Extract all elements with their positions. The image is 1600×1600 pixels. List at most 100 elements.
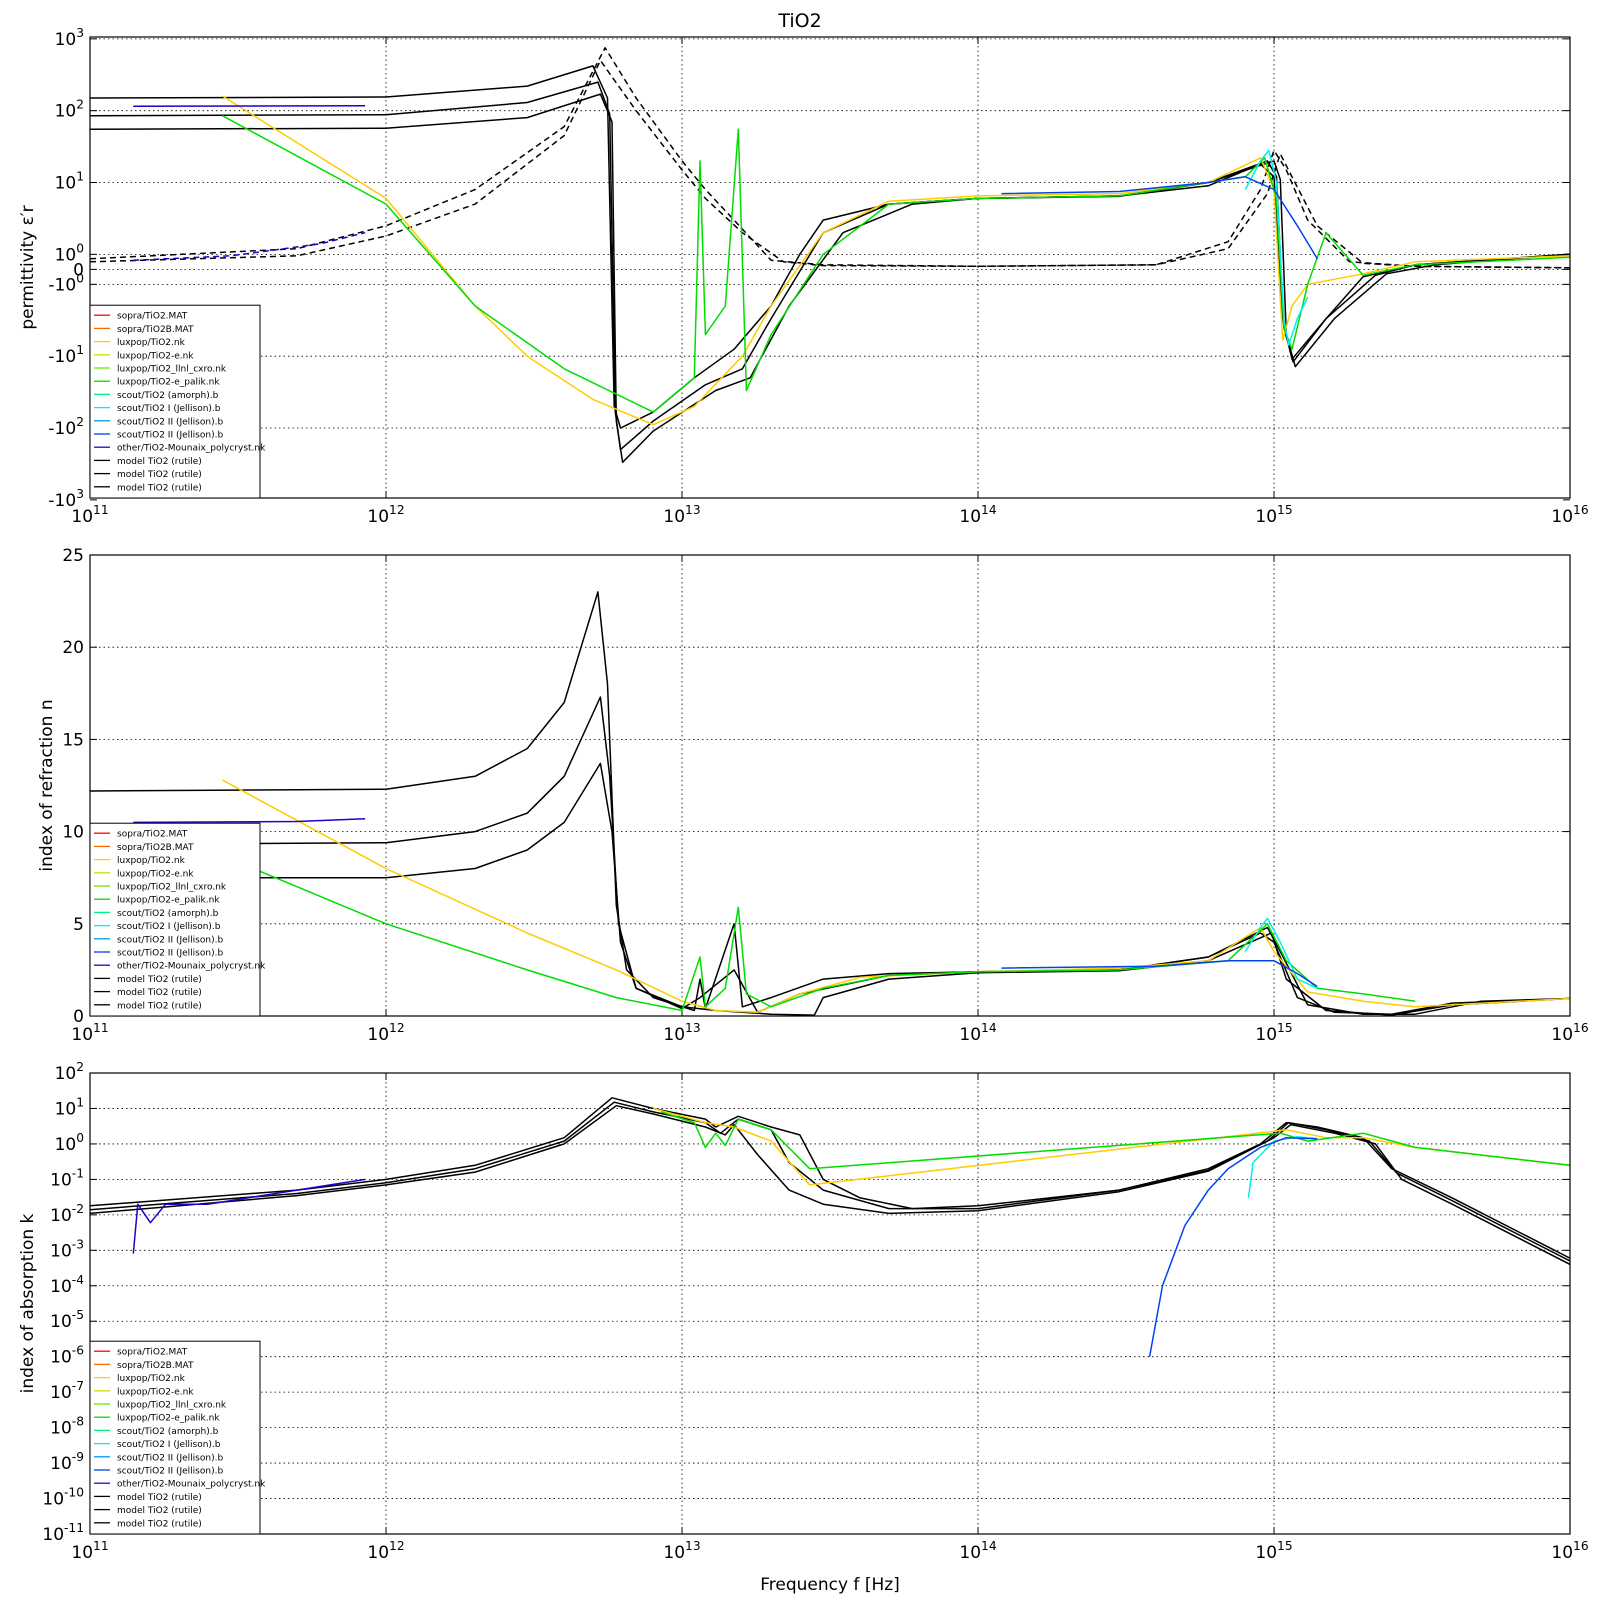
- legend-label: scout/TiO2 II (Jellison).b: [117, 949, 223, 959]
- series-line: [90, 59, 1570, 269]
- legend-label: scout/TiO2 II (Jellison).b: [117, 1467, 223, 1477]
- y-tick-label: 15: [62, 730, 84, 750]
- x-tick-label: 1012: [367, 1539, 404, 1563]
- series-line: [90, 93, 1570, 464]
- series-line: [90, 762, 1570, 1016]
- axes-frame: [89, 554, 1571, 1017]
- series-line: [1247, 1135, 1318, 1198]
- legend-label: sopra/TiO2.MAT: [117, 830, 188, 840]
- axes-panel-1: permittivity ε′r sopra/TiO2.MATsopra/TiO2…: [18, 36, 1571, 501]
- axes-panel-3: index of absorption k sopra/TiO2.MAT sopra…: [18, 1072, 1571, 1535]
- y-tick-label: 103: [55, 26, 84, 50]
- y-tick-label: 10-7: [50, 1379, 84, 1403]
- x-tick-label: 1016: [1551, 503, 1588, 527]
- x-tick-label: 1013: [663, 1539, 700, 1563]
- x-tick-label: 1012: [367, 1021, 404, 1045]
- legend-label: luxpop/TiO2-e.nk: [117, 351, 194, 361]
- y-tick-label: 0: [73, 260, 84, 280]
- y-tick-label: 102: [55, 1060, 84, 1084]
- x-tick-label: 1014: [959, 503, 996, 527]
- legend-label: luxpop/TiO2-e_palik.nk: [117, 1414, 220, 1424]
- legend-label: luxpop/TiO2-e.nk: [117, 869, 194, 879]
- series-line: [222, 854, 1416, 1012]
- plot-area: [90, 37, 1570, 498]
- x-axis-label: Frequency f [Hz]: [760, 1575, 900, 1595]
- legend-label: sopra/TiO2.MAT: [117, 312, 188, 322]
- y-axis-label: index of refraction n: [37, 699, 57, 871]
- legend-label: luxpop/TiO2-e.nk: [117, 1387, 194, 1397]
- series-line: [133, 817, 366, 824]
- legend-label: scout/TiO2 I (Jellison).b: [117, 404, 221, 414]
- legend-label: luxpop/TiO2_llnl_cxro.nk: [117, 365, 227, 375]
- y-tick-label: 10-6: [50, 1344, 84, 1368]
- legend-box: [89, 822, 261, 1017]
- legend-label: scout/TiO2 (amorph).b: [117, 909, 219, 919]
- series-group: [90, 1097, 1570, 1357]
- legend-label: sopra/TiO2B.MAT: [117, 1361, 194, 1371]
- legend-label: scout/TiO2 I (Jellison).b: [117, 1440, 221, 1450]
- plot-area: [90, 555, 1570, 1016]
- legend-label: luxpop/TiO2.nk: [117, 1374, 186, 1384]
- legend-label: luxpop/TiO2_llnl_cxro.nk: [117, 883, 227, 893]
- legend-box: [89, 1340, 261, 1535]
- series-line: [1244, 149, 1309, 346]
- y-tick-label: 10-11: [42, 1521, 84, 1545]
- y-tick-label: 20: [62, 638, 84, 658]
- x-tick-label: 1015: [1255, 503, 1292, 527]
- series-line: [660, 1111, 1570, 1170]
- series-line: [90, 591, 1570, 1015]
- y-tick-label: 10-2: [50, 1202, 84, 1226]
- axes-frame: [89, 36, 1571, 499]
- legend-label: scout/TiO2 (amorph).b: [117, 1427, 219, 1437]
- x-tick-label: 1016: [1551, 1021, 1588, 1045]
- y-tick-label: 5: [73, 915, 84, 935]
- series-line: [133, 105, 366, 108]
- legend-label: model TiO2 (rutile): [117, 457, 202, 467]
- series-line: [1001, 176, 1318, 260]
- y-tick-label: 100: [55, 241, 84, 265]
- legend-label: luxpop/TiO2-e_palik.nk: [117, 896, 220, 906]
- axes-frame: [89, 1072, 1571, 1535]
- y-tick-label: 101: [55, 1095, 84, 1119]
- y-tick-label: 101: [55, 170, 84, 194]
- legend-label: other/TiO2-Mounaix_polycryst.nk: [117, 444, 266, 454]
- legend-label: scout/TiO2 II (Jellison).b: [117, 431, 223, 441]
- legend-label: scout/TiO2 II (Jellison).b: [117, 417, 223, 427]
- y-tick-label: -100: [48, 271, 84, 295]
- plot-area: [90, 1073, 1570, 1534]
- series-line: [1001, 959, 1318, 988]
- legend-label: sopra/TiO2B.MAT: [117, 843, 194, 853]
- series-line: [90, 1101, 1570, 1262]
- figure-title: TiO2: [778, 10, 822, 32]
- x-tick-label: 1016: [1551, 1539, 1588, 1563]
- x-tick-label: 1013: [663, 503, 700, 527]
- y-tick-label: 0: [73, 1007, 84, 1027]
- series-line: [132, 1178, 366, 1254]
- legend-label: model TiO2 (rutile): [117, 988, 202, 998]
- y-tick-label: 10-4: [50, 1273, 84, 1297]
- y-tick-label: 10: [62, 823, 84, 843]
- y-tick-label: 10-8: [50, 1415, 84, 1439]
- y-tick-label: 100: [55, 1131, 84, 1155]
- y-tick-label: 10-5: [50, 1308, 84, 1332]
- y-axis-label: index of absorption k: [18, 1213, 38, 1393]
- legend-label: scout/TiO2 (amorph).b: [117, 391, 219, 401]
- series-line: [90, 1104, 1570, 1266]
- legend-label: scout/TiO2 II (Jellison).b: [117, 935, 223, 945]
- legend-label: sopra/TiO2.MAT: [117, 1348, 188, 1358]
- y-tick-label: 102: [55, 98, 84, 122]
- x-tick-label: 1011: [71, 1021, 108, 1045]
- series-line: [222, 95, 1570, 426]
- legend-label: model TiO2 (rutile): [117, 1001, 202, 1011]
- legend-label: model TiO2 (rutile): [117, 1493, 202, 1503]
- series-line: [90, 81, 1570, 451]
- legend-label: luxpop/TiO2.nk: [117, 338, 186, 348]
- legend-label: scout/TiO2 II (Jellison).b: [117, 1453, 223, 1463]
- series-line: [222, 115, 1570, 413]
- axes-panel-2: index of refraction n sopra/TiO2.MAT sopra…: [37, 554, 1571, 1017]
- series-line: [133, 231, 366, 262]
- x-tick-label: 1015: [1255, 1021, 1292, 1045]
- legend-label: model TiO2 (rutile): [117, 1519, 202, 1529]
- series-group: [90, 591, 1570, 1016]
